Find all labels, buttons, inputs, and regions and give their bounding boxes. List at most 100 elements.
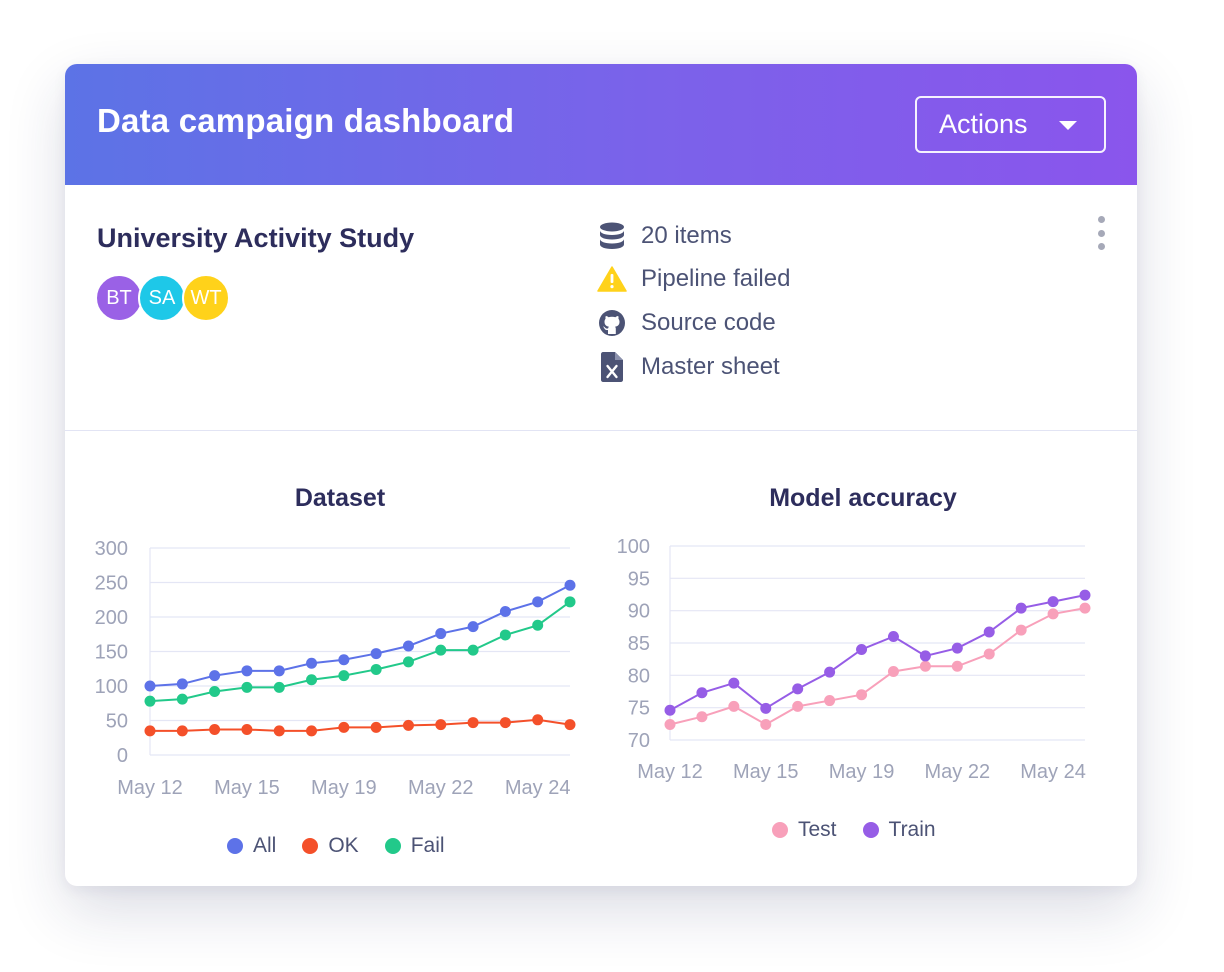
accuracy-legend: Test Train — [772, 818, 936, 842]
series-line-test — [669, 607, 1086, 726]
data-point-all — [402, 640, 414, 652]
data-point-all — [467, 621, 479, 633]
x-tick-label: May 12 — [637, 761, 703, 783]
data-point-fail — [402, 656, 414, 668]
dataset-chart-title: Dataset — [294, 484, 386, 512]
data-point-all — [564, 579, 576, 591]
y-tick-label: 100 — [617, 536, 650, 558]
legend-item-all[interactable]: All — [227, 834, 276, 858]
dataset-legend: All OK Fail — [227, 834, 445, 858]
data-point-train — [919, 650, 931, 662]
data-point-all — [306, 657, 318, 669]
y-tick-label: 50 — [106, 711, 128, 733]
data-point-ok — [306, 725, 318, 737]
data-point-test — [824, 695, 836, 707]
x-tick-label: May 24 — [1020, 761, 1086, 783]
data-point-ok — [499, 717, 511, 729]
data-point-all — [176, 678, 188, 690]
data-point-train — [664, 704, 676, 716]
x-tick-label: May 19 — [829, 761, 895, 783]
data-point-all — [338, 654, 350, 666]
legend-dot — [384, 838, 401, 854]
series-line-train — [669, 594, 1086, 712]
data-point-train — [1015, 602, 1027, 614]
avatar-bt[interactable]: BT — [95, 274, 143, 322]
data-point-all — [499, 605, 511, 617]
data-point-test — [696, 711, 708, 723]
data-point-train — [887, 631, 899, 643]
actions-dropdown-button[interactable]: Actions — [915, 96, 1106, 153]
y-tick-label: 85 — [628, 633, 650, 655]
avatar-initials: WT — [190, 286, 222, 309]
y-tick-label: 75 — [628, 698, 650, 720]
caret-down-icon — [1059, 121, 1077, 130]
avatar-wt[interactable]: WT — [182, 274, 230, 322]
data-point-train — [951, 642, 963, 654]
meta-master-sheet-link[interactable]: Master sheet — [595, 350, 780, 384]
data-point-test — [664, 718, 676, 730]
data-point-train — [792, 683, 804, 695]
accuracy-chart-title: Model accuracy — [769, 484, 957, 512]
meta-label: Master sheet — [641, 353, 780, 380]
y-tick-label: 80 — [628, 665, 650, 687]
data-point-all — [241, 665, 253, 677]
data-point-fail — [338, 670, 350, 682]
data-point-ok — [532, 714, 544, 726]
data-point-train — [696, 687, 708, 699]
data-point-ok — [338, 721, 350, 733]
meta-items-count: 20 items — [595, 219, 732, 253]
campaign-card: Data campaign dashboard Actions Universi… — [65, 64, 1137, 886]
data-point-fail — [306, 674, 318, 686]
data-point-train — [1047, 596, 1059, 608]
data-point-ok — [402, 719, 414, 731]
legend-dot — [227, 838, 243, 854]
model-accuracy-line-chart: 70 75 80 85 90 95 100 May 12 May 15 May 19 May 22 M… — [617, 536, 1091, 783]
data-point-ok — [241, 723, 253, 735]
data-point-train — [824, 666, 836, 678]
legend-label: Train — [888, 818, 936, 841]
avatar-initials: BT — [106, 286, 132, 309]
more-options-kebab-icon[interactable] — [1093, 216, 1109, 250]
data-point-fail — [241, 681, 253, 693]
meta-source-code-link[interactable]: Source code — [595, 306, 776, 340]
data-point-train — [728, 677, 740, 689]
data-point-all — [370, 648, 382, 660]
legend-item-test[interactable]: Test — [772, 818, 837, 842]
dataset-line-chart: 0 50 100 150 200 250 300 May 12 May 15 May 19 May … — [95, 538, 576, 799]
card-header: Data campaign dashboard Actions — [65, 64, 1137, 185]
data-point-fail — [435, 644, 447, 656]
data-point-test — [856, 689, 868, 701]
meta-label: Source code — [641, 309, 776, 336]
legend-item-fail[interactable]: Fail — [384, 834, 445, 858]
legend-item-train[interactable]: Train — [862, 818, 936, 842]
y-tick-label: 95 — [628, 568, 650, 590]
y-tick-label: 200 — [95, 607, 128, 629]
data-point-ok — [564, 719, 576, 731]
data-point-test — [1079, 602, 1091, 614]
x-tick-label: May 12 — [117, 777, 183, 799]
data-point-fail — [144, 695, 156, 707]
data-point-test — [951, 660, 963, 672]
data-point-test — [1047, 608, 1059, 620]
x-tick-label: May 24 — [505, 777, 571, 799]
y-tick-label: 90 — [628, 601, 650, 623]
github-icon — [595, 306, 629, 340]
data-point-ok — [467, 717, 479, 729]
data-point-train — [760, 702, 772, 714]
y-tick-label: 250 — [95, 573, 128, 595]
x-tick-label: May 19 — [311, 777, 377, 799]
meta-pipeline-status[interactable]: Pipeline failed — [595, 262, 790, 296]
x-tick-label: May 15 — [214, 777, 280, 799]
data-point-fail — [273, 681, 285, 693]
data-point-ok — [370, 721, 382, 733]
legend-item-ok[interactable]: OK — [302, 834, 359, 858]
legend-dot — [302, 838, 319, 854]
data-point-all — [144, 680, 156, 692]
data-point-all — [273, 665, 285, 677]
database-icon — [595, 219, 629, 253]
data-point-fail — [467, 644, 479, 656]
x-tick-label: May 22 — [408, 777, 474, 799]
y-tick-label: 300 — [95, 538, 128, 560]
data-point-test — [792, 700, 804, 712]
data-point-fail — [564, 596, 576, 608]
